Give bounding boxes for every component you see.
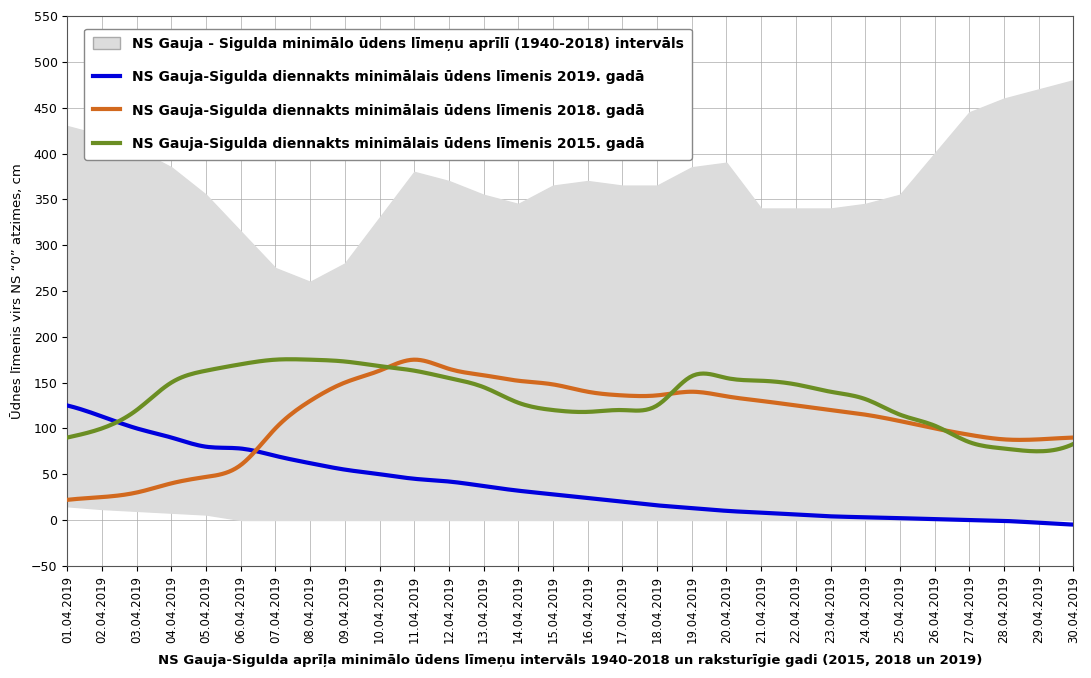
Legend: NS Gauja - Sigulda minimālo ūdens līmeņu aprīlī (1940-2018) intervāls, NS Gauja-: NS Gauja - Sigulda minimālo ūdens līmeņu… [84,28,692,159]
Y-axis label: Ūdnes līmenis virs NS “0” atzimes, cm: Ūdnes līmenis virs NS “0” atzimes, cm [11,163,24,419]
X-axis label: NS Gauja-Sigulda aprīļa minimālo ūdens līmeņu intervāls 1940-2018 un raksturīgie: NS Gauja-Sigulda aprīļa minimālo ūdens l… [158,654,983,667]
